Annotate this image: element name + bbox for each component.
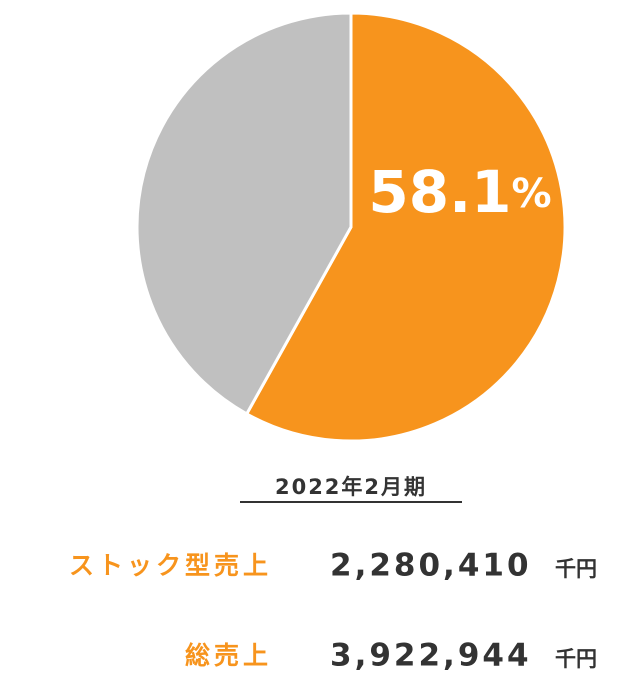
- period-label: 2022年2月期: [275, 475, 427, 499]
- pie-slice: [244, 11, 567, 443]
- pie-slice: [135, 11, 353, 416]
- row-unit: 千円: [555, 557, 597, 581]
- pie: [135, 11, 567, 443]
- slice-label: 58.1%: [368, 158, 551, 226]
- row-label: ストック型売上: [69, 551, 272, 580]
- row-value: 3,922,944: [330, 638, 532, 674]
- row-unit: 千円: [555, 647, 597, 671]
- row-value: 2,280,410: [330, 548, 532, 584]
- row-label: 総売上: [185, 641, 272, 670]
